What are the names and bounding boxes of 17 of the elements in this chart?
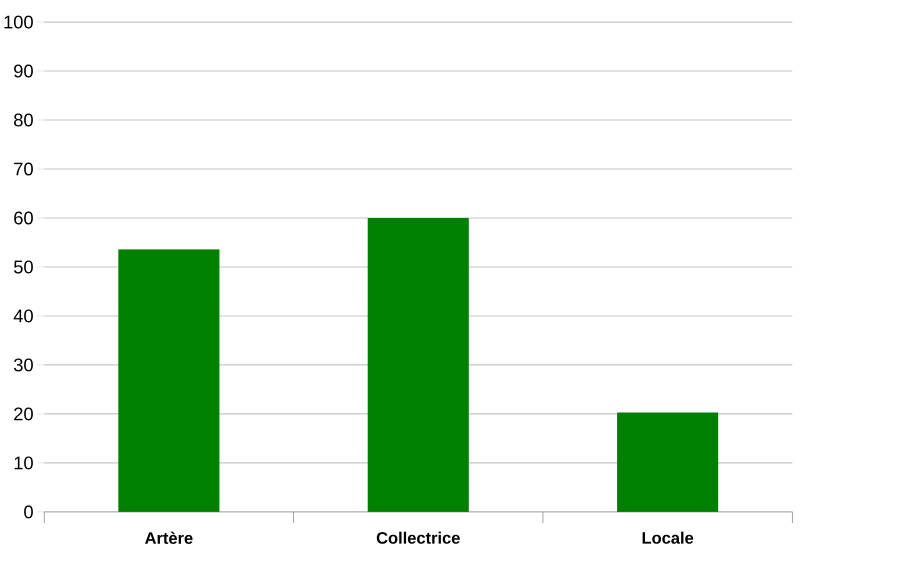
bar	[617, 412, 718, 512]
y-tick-label: 40	[14, 309, 33, 322]
x-tick-label: Artère	[145, 531, 193, 544]
x-tick-label: Collectrice	[376, 531, 460, 544]
y-tick-label: 80	[14, 113, 33, 126]
y-tick-label: 0	[24, 505, 33, 518]
y-tick-label: 70	[14, 162, 33, 176]
y-tick-label: 50	[14, 260, 33, 274]
y-tick-label: 10	[14, 456, 33, 470]
y-tick-label: 100	[4, 15, 33, 28]
y-tick-label: 20	[14, 407, 33, 420]
y-tick-label: 60	[14, 211, 33, 224]
y-tick-label: 90	[14, 64, 33, 78]
bar	[368, 218, 469, 512]
x-tick-label: Locale	[642, 531, 694, 544]
bar	[118, 249, 220, 512]
y-tick-label: 30	[14, 358, 33, 372]
